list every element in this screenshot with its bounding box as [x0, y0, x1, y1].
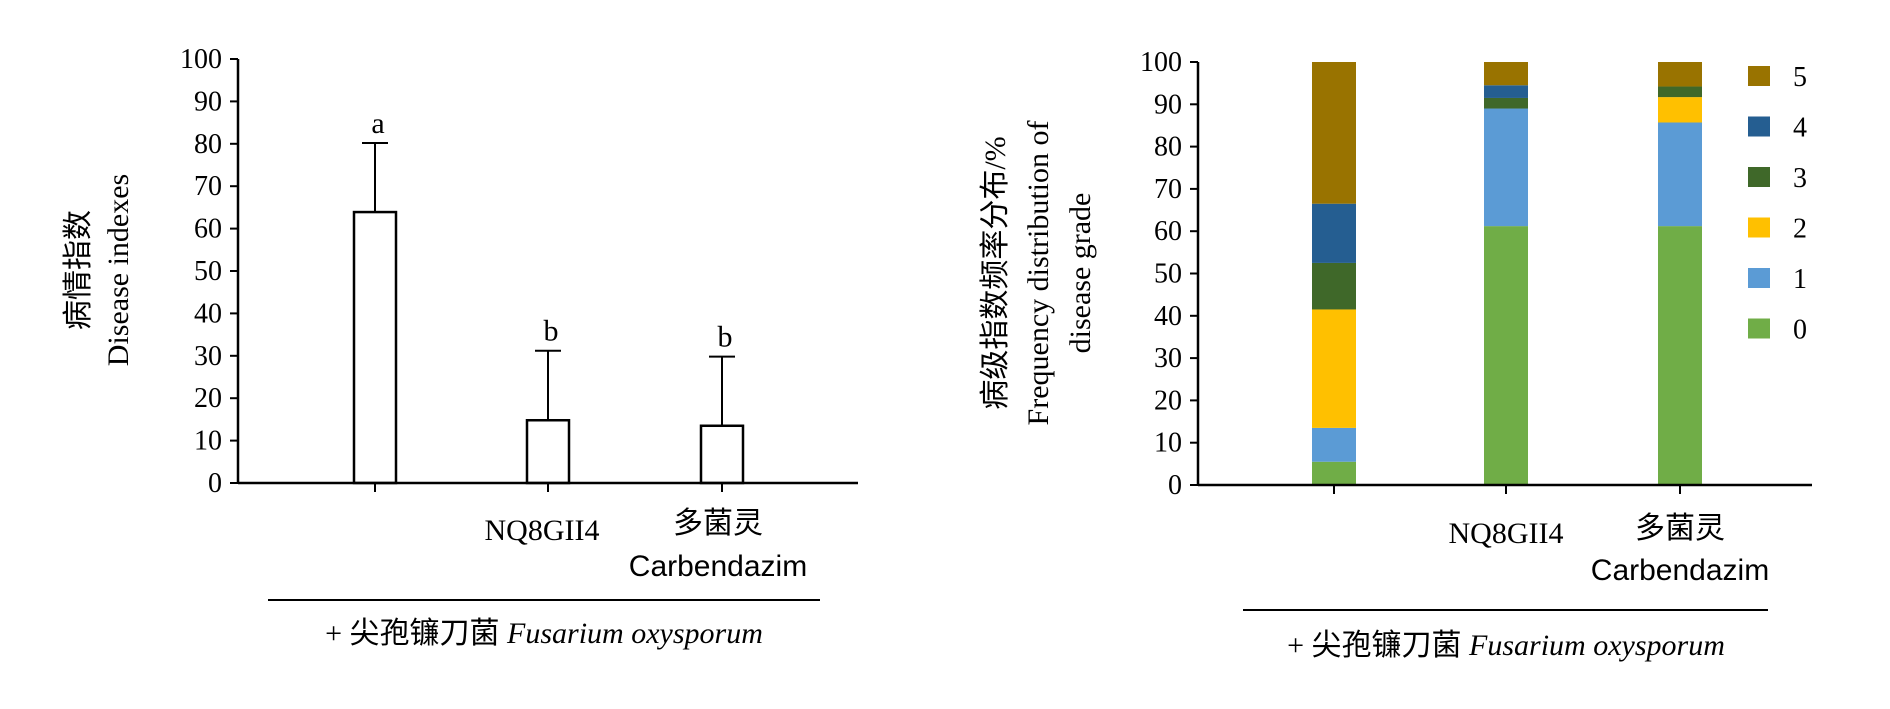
c2-legend-label-4: 4 [1793, 113, 1807, 144]
c2-bar-1-grade-2 [1312, 309, 1356, 428]
c1-bar-3 [699, 424, 745, 485]
c1-ylabel-line-2: Disease indexes [102, 174, 135, 366]
c2-bar-2-grade-0 [1484, 226, 1528, 485]
c1-significance-labels: a b b [371, 107, 732, 354]
c2-x-ticks [1333, 485, 1681, 494]
c1-ytick-label-100: 100 [180, 44, 222, 75]
c1-y-axis-label: 病情指数 Disease indexes [62, 174, 135, 366]
c1-ylabel-line-1: 病情指数 [62, 210, 95, 330]
c1-ytick-label-10: 10 [194, 426, 222, 457]
c2-bar-3-grade-5 [1658, 62, 1702, 87]
c2-bar-3-grade-0 [1658, 226, 1702, 485]
c1-ytick-label-0: 0 [208, 468, 222, 499]
c2-ytick-label-60: 60 [1154, 216, 1182, 247]
c1-bar-2 [525, 418, 571, 485]
c2-bar-3-grade-3 [1658, 86, 1702, 98]
c2-ytick-label-0: 0 [1168, 470, 1182, 501]
c2-bar-3-grade-2 [1658, 97, 1702, 123]
c1-ytick-label-80: 80 [194, 129, 222, 160]
c1-ytick-label-50: 50 [194, 256, 222, 287]
c1-x-ticks [374, 483, 723, 492]
c2-legend-swatch-2 [1748, 217, 1770, 238]
c2-group-label: + 尖孢镰刀菌 Fusarium oxysporum [1287, 629, 1725, 662]
c1-ytick-label-40: 40 [194, 298, 222, 329]
c1-ytick-label-70: 70 [194, 171, 222, 202]
c2-category-sublabel-3: Carbendazim [1591, 554, 1769, 587]
c2-ytick-label-30: 30 [1154, 343, 1182, 374]
c2-ytick-label-80: 80 [1154, 132, 1182, 163]
c2-ytick-label-100: 100 [1140, 47, 1182, 78]
c2-legend: 5 4 3 2 1 0 [1748, 62, 1807, 346]
c1-group-label: + 尖孢镰刀菌 Fusarium oxysporum [325, 617, 763, 650]
c2-ytick-label-50: 50 [1154, 259, 1182, 290]
c2-bar-1-grade-1 [1312, 427, 1356, 462]
c2-legend-swatch-5 [1748, 66, 1770, 86]
c1-ytick-label-90: 90 [194, 86, 222, 117]
c2-bar-1-grade-4 [1312, 203, 1356, 263]
c2-legend-label-3: 3 [1793, 163, 1807, 194]
c1-category-sublabel-3: Carbendazim [629, 550, 807, 583]
c2-ylabel-line-1: 病级指数频率分布/% [979, 136, 1012, 409]
c2-ytick-label-40: 40 [1154, 301, 1182, 332]
c2-legend-swatch-4 [1748, 116, 1770, 137]
c1-ytick-label-60: 60 [194, 214, 222, 245]
c2-category-label-3: 多菌灵 [1635, 512, 1725, 545]
c2-ylabel-line-3: disease grade [1064, 193, 1097, 354]
c2-ylabel-line-2: Frequency distribution of [1022, 121, 1055, 426]
c2-bar-3-grade-1 [1658, 122, 1702, 227]
c1-significance-1: a [371, 107, 384, 140]
c1-error-bars [362, 141, 735, 426]
c1-category-label-2: NQ8GII4 [485, 514, 600, 547]
c2-legend-label-2: 2 [1793, 214, 1807, 245]
c2-ytick-label-70: 70 [1154, 174, 1182, 205]
c1-bars [352, 210, 745, 485]
c2-bar-1-grade-3 [1312, 262, 1356, 310]
c2-category-label-2: NQ8GII4 [1449, 517, 1564, 550]
c2-ytick-label-20: 20 [1154, 385, 1182, 416]
c2-y-axis-label: 病级指数频率分布/% Frequency distribution of disea… [979, 121, 1097, 426]
c2-legend-label-1: 1 [1793, 264, 1807, 295]
c2-bar-2-grade-5 [1484, 62, 1528, 86]
disease-index-chart: 0 10 20 30 40 50 60 70 80 90 100 a b b 病情指数 Disease i… [62, 44, 858, 650]
c2-legend-label-5: 5 [1793, 62, 1807, 93]
c2-ytick-label-90: 90 [1154, 89, 1182, 120]
c1-bar-1 [352, 210, 398, 485]
c2-legend-swatch-1 [1748, 268, 1770, 288]
c2-bar-2-grade-1 [1484, 108, 1528, 227]
c2-bar-1-grade-0 [1312, 461, 1356, 485]
c2-legend-swatch-3 [1748, 167, 1770, 187]
c2-bar-2-grade-3 [1484, 97, 1528, 109]
c2-bar-1-grade-5 [1312, 62, 1356, 204]
c2-legend-label-0: 0 [1793, 315, 1807, 346]
c1-ytick-label-30: 30 [194, 341, 222, 372]
c1-y-ticks: 0 10 20 30 40 50 60 70 80 90 100 [180, 44, 238, 499]
c1-ytick-label-20: 20 [194, 383, 222, 414]
c1-significance-2: b [544, 315, 559, 348]
c2-legend-swatch-0 [1748, 318, 1770, 339]
c2-bar-2-grade-4 [1484, 85, 1528, 98]
c2-y-ticks: 0 10 20 30 40 50 60 70 80 90 100 [1140, 47, 1198, 501]
c2-stacked-bars [1312, 62, 1702, 485]
c2-ytick-label-10: 10 [1154, 428, 1182, 459]
c1-category-label-3: 多菌灵 [673, 507, 763, 540]
c1-significance-3: b [718, 321, 733, 354]
